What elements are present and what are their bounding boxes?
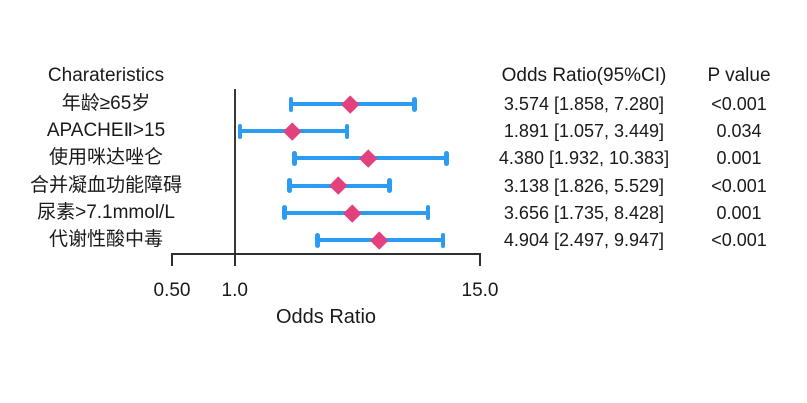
ci-cap-left xyxy=(282,205,287,221)
ci-cap-left xyxy=(237,123,243,139)
p-value: <0.001 xyxy=(711,94,767,114)
or-marker xyxy=(343,203,361,222)
row-label: 合并凝血功能障碍 xyxy=(29,174,182,196)
p-value: <0.001 xyxy=(711,230,767,250)
x-tick xyxy=(479,254,481,266)
ci-cap-left xyxy=(292,150,297,166)
row-label: APACHEⅡ>15 xyxy=(46,120,166,142)
or-value: 1.891 [1.057, 3.449] xyxy=(503,121,665,142)
ci-cap-right xyxy=(425,205,431,221)
ci-cap-left xyxy=(287,178,292,194)
row-label: 尿素>7.1mmol/L xyxy=(37,201,175,223)
or-marker xyxy=(369,231,388,249)
ci-cap-left xyxy=(288,96,294,112)
x-tick-label: 0.50 xyxy=(153,280,191,301)
ci-cap-right xyxy=(444,150,449,166)
x-tick-label: 1.0 xyxy=(221,280,248,301)
or-marker xyxy=(283,122,302,141)
or-marker xyxy=(341,95,359,113)
row-label: 使用咪达唑仑 xyxy=(48,147,163,169)
x-axis-line xyxy=(171,253,481,255)
ci-cap-right xyxy=(412,96,417,112)
x-tick xyxy=(171,254,173,266)
p-value: 0.001 xyxy=(716,202,762,223)
or-value: 4.380 [1.932, 10.383] xyxy=(498,148,670,169)
row-label: 年龄≥65岁 xyxy=(61,93,151,114)
x-tick xyxy=(233,254,236,266)
or-marker xyxy=(359,149,378,168)
ci-cap-right xyxy=(344,123,350,139)
reference-line xyxy=(233,89,236,254)
p-value: <0.001 xyxy=(711,175,767,196)
x-axis-title: Odds Ratio xyxy=(275,306,377,328)
or-marker xyxy=(329,176,348,195)
p-value: 0.001 xyxy=(716,148,762,169)
odds-ratio-ci-header: Odds Ratio(95%CI) xyxy=(501,65,667,86)
ci-cap-left xyxy=(315,232,320,248)
p-value: 0.034 xyxy=(716,121,762,142)
row-label: 代谢性酸中毒 xyxy=(48,229,163,250)
or-value: 3.574 [1.858, 7.280] xyxy=(503,94,665,114)
or-value: 3.656 [1.735, 8.428] xyxy=(503,202,665,223)
ci-cap-right xyxy=(387,178,392,194)
or-value: 3.138 [1.826, 5.529] xyxy=(503,175,665,196)
characteristics-header: Charateristics xyxy=(47,65,165,86)
ci-cap-right xyxy=(440,232,446,248)
x-tick-label: 15.0 xyxy=(461,280,499,301)
p-value-header: P value xyxy=(707,65,771,86)
or-value: 4.904 [2.497, 9.947] xyxy=(503,230,665,250)
